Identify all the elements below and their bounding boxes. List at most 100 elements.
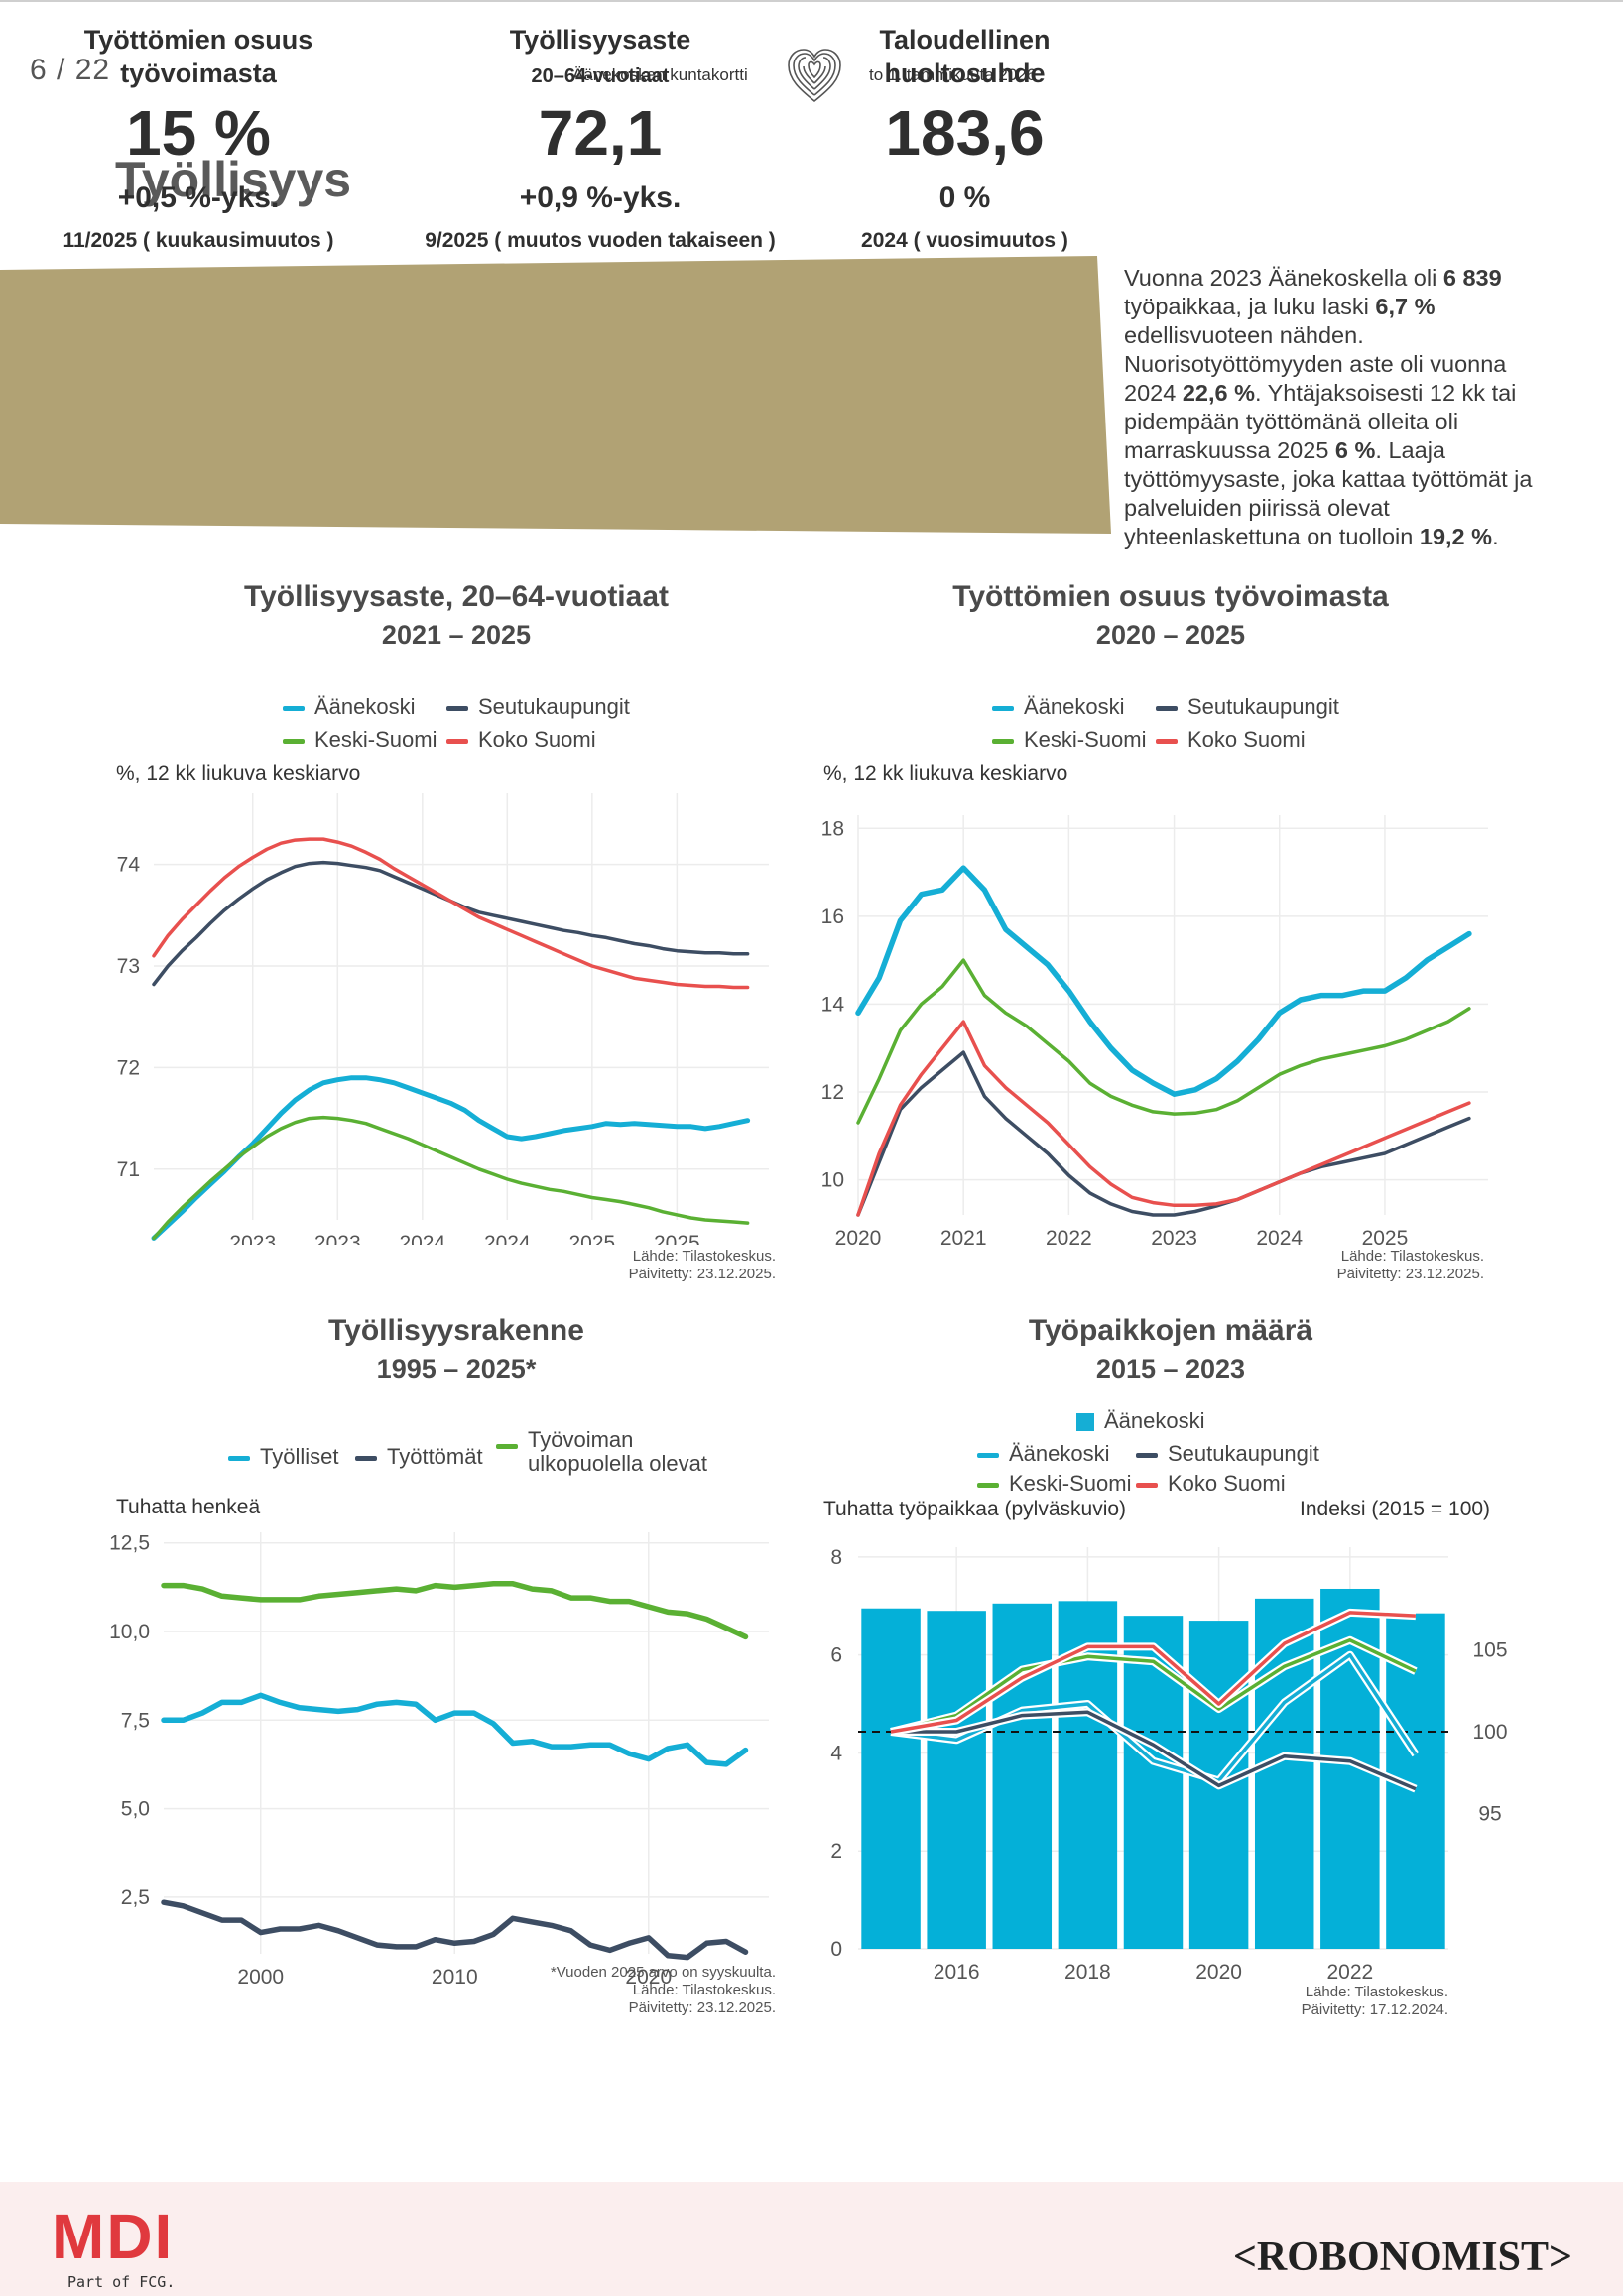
legend-item-seutukaupungit: Seutukaupungit [1156, 694, 1339, 720]
chart-employment-structure-source: *Vuoden 2025 arvo on syyskuulta. Lähde: T… [550, 1964, 776, 2016]
robonomist-logo: <ROBONOMIST> [1233, 2235, 1572, 2280]
x-tick-label: 2020 [625, 1966, 672, 1984]
x-tick-label: 2020 [835, 1227, 882, 1250]
x-tick-label: 2024 [484, 1232, 531, 1245]
page-number: 6 / 22 [30, 54, 111, 86]
x-tick-label: 2010 [432, 1966, 478, 1984]
chart-jobs: 0 2 4 6 8 2016 2018 2020 2022 95 100 105 [830, 1546, 1507, 1984]
y-tick-label-left: 2 [830, 1840, 842, 1863]
y-tick-label: 72 [117, 1056, 140, 1079]
series-line-keski-suomi [856, 958, 1471, 1125]
x-tick-label: 2023 [1151, 1227, 1197, 1250]
y-tick-label: 7,5 [121, 1709, 150, 1732]
y-tick-label-left: 0 [830, 1938, 842, 1961]
y-tick-label: 10,0 [109, 1621, 150, 1643]
kpi-label: Taloudellinen huoltosuhde [879, 25, 1051, 88]
y-tick-label: 74 [117, 854, 141, 877]
bar-aanekoski-2015 [861, 1608, 921, 1949]
kpi-unemployment-share: Työttömien osuus työvoimasta 15 % +0,5 %-… [20, 0, 377, 278]
kpi-change: +0,5 %-yks. [117, 181, 280, 214]
kpi-label: Työttömien osuus työvoimasta [83, 25, 313, 88]
y-tick-label: 71 [117, 1158, 140, 1181]
legend-item-seutukaupungit: Seutukaupungit [446, 694, 630, 720]
chart-jobs-unit-left: Tuhatta työpaikkaa (pylväskuvio) [823, 1498, 1127, 1520]
chart-employment-structure-title: Työllisyysrakenne 1995 – 2025* [328, 1314, 584, 1384]
index-line-keski-suomi [890, 1638, 1417, 1734]
y-tick-label: 18 [821, 817, 844, 840]
kpi-dependency-ratio: Taloudellinen huoltosuhde 183,6 0 % 2024 … [833, 0, 1096, 278]
legend-item-keski-suomi: Keski-Suomi [977, 1471, 1131, 1497]
y-tick-label-right: 105 [1472, 1639, 1507, 1662]
y-tick-label: 2,5 [121, 1886, 150, 1909]
series-line-koko-suomi [152, 837, 750, 990]
legend-item-tyolliset: Työlliset [228, 1444, 338, 1470]
page-title: Työllisyys [115, 152, 352, 207]
chart-unemployment: 10 12 14 16 18 2020 2021 2022 2023 2024 2025 [821, 815, 1488, 1250]
series-line-työlliset [161, 1692, 749, 1767]
chart-unemployment-title: Työttömien osuus työvoimasta 2020 – 2025 [952, 580, 1389, 650]
mdi-logo: MDI [52, 2201, 175, 2272]
legend-item-koko-suomi: Koko Suomi [446, 727, 596, 753]
chart-employment-structure: 2,5 5,0 7,5 10,0 12,5 2000 2010 2020 [109, 1532, 769, 1984]
x-tick-label: 2021 [940, 1227, 987, 1250]
chart-employment-rate-legend: Äänekoski Seutukaupungit Keski-Suomi Kok… [283, 694, 680, 758]
y-tick-label: 12,5 [109, 1532, 150, 1555]
legend-item-koko-suomi: Koko Suomi [1156, 727, 1306, 753]
y-tick-label: 10 [821, 1169, 844, 1192]
kpi-value: 72,1 [538, 97, 663, 169]
x-tick-label: 2018 [1064, 1961, 1111, 1984]
chart-jobs-legend: Äänekoski Äänekoski Seutukaupungit Keski… [977, 1408, 1394, 1504]
y-tick-label: 12 [821, 1081, 844, 1104]
legend-item-tyottomat: Työttömät [355, 1444, 483, 1470]
bar-aanekoski-2017 [992, 1603, 1053, 1949]
kpi-band-background [0, 256, 1111, 534]
x-tick-label: 2025 [1362, 1227, 1409, 1250]
chart-jobs-title: Työpaikkojen määrä 2015 – 2023 [1028, 1314, 1313, 1384]
series-line-koko-suomi [856, 1020, 1471, 1217]
series-line-työvoiman-ulkopuolella-olevat [161, 1581, 749, 1640]
x-tick-label: 2025 [568, 1232, 615, 1245]
x-tick-label: 2016 [934, 1961, 980, 1984]
y-tick-label-right: 100 [1472, 1721, 1507, 1744]
y-tick-label: 16 [821, 906, 844, 928]
legend-item-aanekoski: Äänekoski [992, 694, 1125, 720]
x-tick-label: 2020 [1195, 1961, 1242, 1984]
kpi-change: 0 % [938, 181, 991, 214]
chart-jobs-source: Lähde: Tilastokeskus. Päivitetty: 17.12.2… [1301, 1984, 1448, 2018]
index-line-koko-suomi [890, 1611, 1416, 1734]
legend-item-koko-suomi: Koko Suomi [1136, 1471, 1286, 1497]
bar-aanekoski-2016 [927, 1611, 986, 1949]
legend-item-aanekoski-bar: Äänekoski [1076, 1408, 1205, 1434]
chart-unemployment-legend: Äänekoski Seutukaupungit Keski-Suomi Kok… [992, 694, 1389, 758]
chart-unemployment-source: Lähde: Tilastokeskus. Päivitetty: 23.12.2… [1336, 1248, 1484, 1282]
y-tick-label-left: 6 [830, 1644, 842, 1667]
x-tick-label: 2000 [237, 1966, 284, 1984]
legend-item-keski-suomi: Keski-Suomi [992, 727, 1146, 753]
series-line-työttömät [161, 1899, 749, 1961]
kpi-period: 9/2025 ( muutos vuoden takaiseen ) [425, 229, 776, 252]
y-tick-label: 73 [117, 955, 140, 978]
x-tick-label: 2023 [229, 1232, 276, 1245]
kpi-employment-rate: Työllisyysaste 20–64-vuotiaat 72,1 +0,9 %… [397, 0, 804, 278]
chart-employment-rate: 71 72 73 74 2023 2023 2024 2024 2025 2025 [117, 793, 769, 1245]
kpi-period: 11/2025 ( kuukausimuutos ) [62, 229, 334, 252]
date-label: to 1. tammikuuta 2026 [869, 65, 1037, 84]
index-line-seutukaupungit [891, 1710, 1417, 1791]
x-tick-label: 2024 [1256, 1227, 1303, 1250]
summary-text: Vuonna 2023 Äänekoskella oli 6 839 työpa… [1124, 265, 1533, 549]
x-tick-label: 2022 [1046, 1227, 1092, 1250]
chart-employment-rate-source: Lähde: Tilastokeskus. Päivitetty: 23.12.2… [628, 1248, 776, 1282]
series-line-äänekoski [151, 1075, 751, 1241]
x-tick-label: 2025 [654, 1232, 700, 1245]
y-tick-label: 5,0 [121, 1798, 150, 1821]
kpi-value: 183,6 [885, 97, 1045, 169]
chart-employment-structure-legend: Työlliset Työttömät Työvoiman ulkopuolel… [228, 1428, 744, 1492]
series-line-äänekoski [855, 865, 1472, 1097]
legend-item-keski-suomi: Keski-Suomi [283, 727, 437, 753]
kpi-label: Työllisyysaste 20–64-vuotiaat [509, 25, 691, 87]
chart-employment-structure-unit: Tuhatta henkeä [116, 1496, 261, 1518]
mdi-part-of-fcg: Part of FCG. [67, 2273, 176, 2291]
municipality-card-label: Äänekosken kuntakortti [572, 65, 748, 84]
chart-employment-rate-unit: %, 12 kk liukuva keskiarvo [116, 762, 361, 785]
y-tick-label-left: 8 [830, 1546, 842, 1569]
